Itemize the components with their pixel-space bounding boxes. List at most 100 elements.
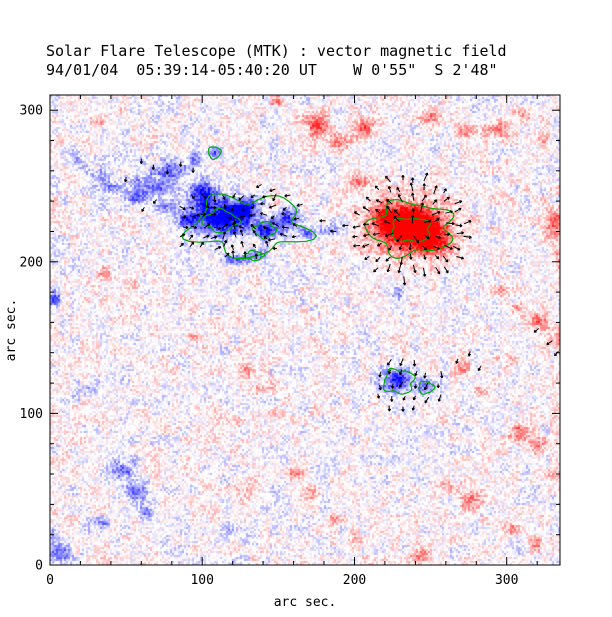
vector-arrow [453,245,461,251]
vector-arrow [362,222,369,227]
vector-arrow [213,226,221,230]
vector-arrow [250,223,257,230]
vector-arrow [222,231,227,240]
vector-arrow [252,243,257,249]
vector-arrow [375,199,383,204]
vector-arrow [432,245,441,250]
vector-arrow [200,192,207,199]
contour-line [251,220,278,240]
vector-arrow [409,182,414,192]
vector-arrow [188,234,194,240]
vector-arrow [232,217,237,225]
vector-arrow [396,234,403,243]
vector-arrow [123,176,128,183]
vector-arrow [211,212,217,216]
vector-arrow [371,222,380,227]
vector-arrow [213,196,217,203]
vector-arrow [424,234,430,240]
vector-arrow [284,194,291,198]
vector-arrow [224,216,232,220]
vector-arrow [383,220,391,225]
vector-arrow [454,200,463,205]
vector-arrow [412,395,416,401]
vector-arrow [463,220,472,225]
vector-arrow [152,199,157,204]
vector-arrow [442,255,449,263]
vector-arrow [352,234,358,239]
y-tick-label: 200 [20,255,43,270]
vector-arrow [401,406,405,412]
vector-arrow [374,185,380,191]
vector-arrow [214,246,222,250]
vector-arrow [446,221,455,226]
vector-arrow [179,205,186,210]
vector-arrow [372,232,380,236]
x-tick-label: 100 [190,573,213,588]
vector-arrow [352,225,361,229]
vector-arrow [233,231,237,238]
vector-arrow [223,239,228,247]
vector-arrow [262,225,269,230]
contour-line [382,367,416,395]
vector-arrow [292,223,298,227]
vector-arrow [388,369,392,375]
vector-arrow [296,203,303,207]
vector-arrow [444,232,451,237]
vector-arrow [385,256,391,262]
vector-arrow [376,242,382,247]
vector-arrow [239,215,246,219]
vector-arrow [411,192,415,201]
vector-arrow [413,383,418,389]
figure-subtitle: 94/01/04 05:39:14-05:40:20 UT W 0'55" S … [46,61,498,79]
vector-arrow [443,196,450,202]
vector-arrow [353,211,360,216]
vector-arrow [554,350,559,357]
vector-arrow [423,382,429,391]
vector-arrow [546,340,553,346]
contour-line [418,380,436,395]
vector-arrow [255,184,262,188]
vector-arrow [238,225,245,229]
vector-arrow [375,256,381,263]
vector-arrow [262,195,267,199]
vector-arrow [240,240,244,248]
vector-arrow [397,264,402,274]
contour-line [364,198,455,260]
vector-arrow [477,366,482,372]
vector-arrow [222,194,226,200]
tick-labels-group: 0 100 200 300 0 100 200 300 [20,104,519,588]
vector-arrow [386,205,393,214]
vector-arrow [269,188,276,192]
y-axis-title: arc sec. [4,299,19,362]
vector-arrow [232,192,236,199]
vector-arrow [239,229,244,237]
vector-arrow [456,256,465,260]
vector-arrow [243,251,247,259]
vector-arrow [189,241,195,248]
vector-arrow [263,235,268,240]
vector-arrow [329,229,337,233]
vector-arrow [435,267,441,275]
vector-arrow [190,225,198,229]
vector-arrow [271,222,280,227]
vector-arrow [364,256,370,260]
vector-arrow [178,161,183,167]
vector-arrow [424,219,432,224]
vector-arrow [387,405,392,412]
vector-arrow [384,232,394,238]
vector-arrow [413,235,420,244]
vector-arrow [293,217,299,221]
x-axis-title: arc sec. [274,595,337,610]
vector-arrow [422,183,426,191]
vector-arrow [319,219,326,223]
vector-arrow [414,370,418,377]
vector-arrow [189,206,195,210]
vector-arrow [411,405,415,411]
contour-line [243,249,266,262]
vector-arrow [402,276,407,286]
vector-arrow [181,215,187,219]
vector-arrow [424,396,430,404]
vector-arrow [378,384,382,391]
vector-arrow [179,242,184,248]
